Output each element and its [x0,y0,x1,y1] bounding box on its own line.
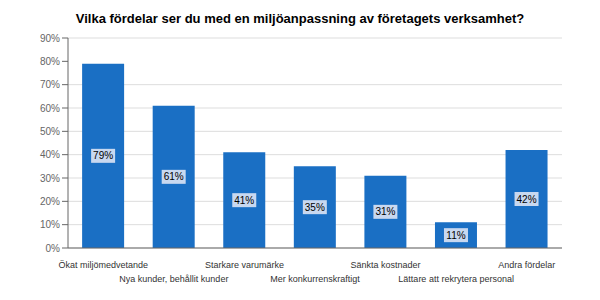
svg-text:60%: 60% [40,103,60,114]
svg-text:70%: 70% [40,79,60,90]
svg-text:80%: 80% [40,56,60,67]
svg-text:Starkare varumärke: Starkare varumärke [205,260,284,270]
svg-text:10%: 10% [40,219,60,230]
svg-text:Lättare att rekrytera personal: Lättare att rekrytera personal [398,274,514,284]
svg-text:20%: 20% [40,196,60,207]
html-text:Vilka fördelar ser du med en m: Vilka fördelar ser du med en miljöanpass… [75,11,525,26]
svg-text:61%: 61% [164,171,184,182]
svg-text:35%: 35% [305,202,325,213]
svg-text:90%: 90% [40,33,60,44]
svg-text:79%: 79% [93,150,113,161]
svg-text:Mer konkurrenskraftigt: Mer konkurrenskraftigt [270,274,360,284]
svg-text:41%: 41% [234,195,254,206]
svg-text:11%: 11% [446,230,465,241]
svg-text:Andra fördelar: Andra fördelar [498,260,555,270]
svg-text:42%: 42% [517,194,537,205]
svg-text:30%: 30% [40,173,60,184]
svg-text:Sänkta kostnader: Sänkta kostnader [351,260,421,270]
svg-text:Nya kunder, behållit kunder: Nya kunder, behållit kunder [119,274,228,284]
svg-text:Ökat miljömedvetande: Ökat miljömedvetande [59,260,149,270]
svg-text:50%: 50% [40,126,60,137]
svg-text:31%: 31% [375,206,395,217]
svg-text:40%: 40% [40,149,60,160]
svg-text:0%: 0% [46,243,61,254]
